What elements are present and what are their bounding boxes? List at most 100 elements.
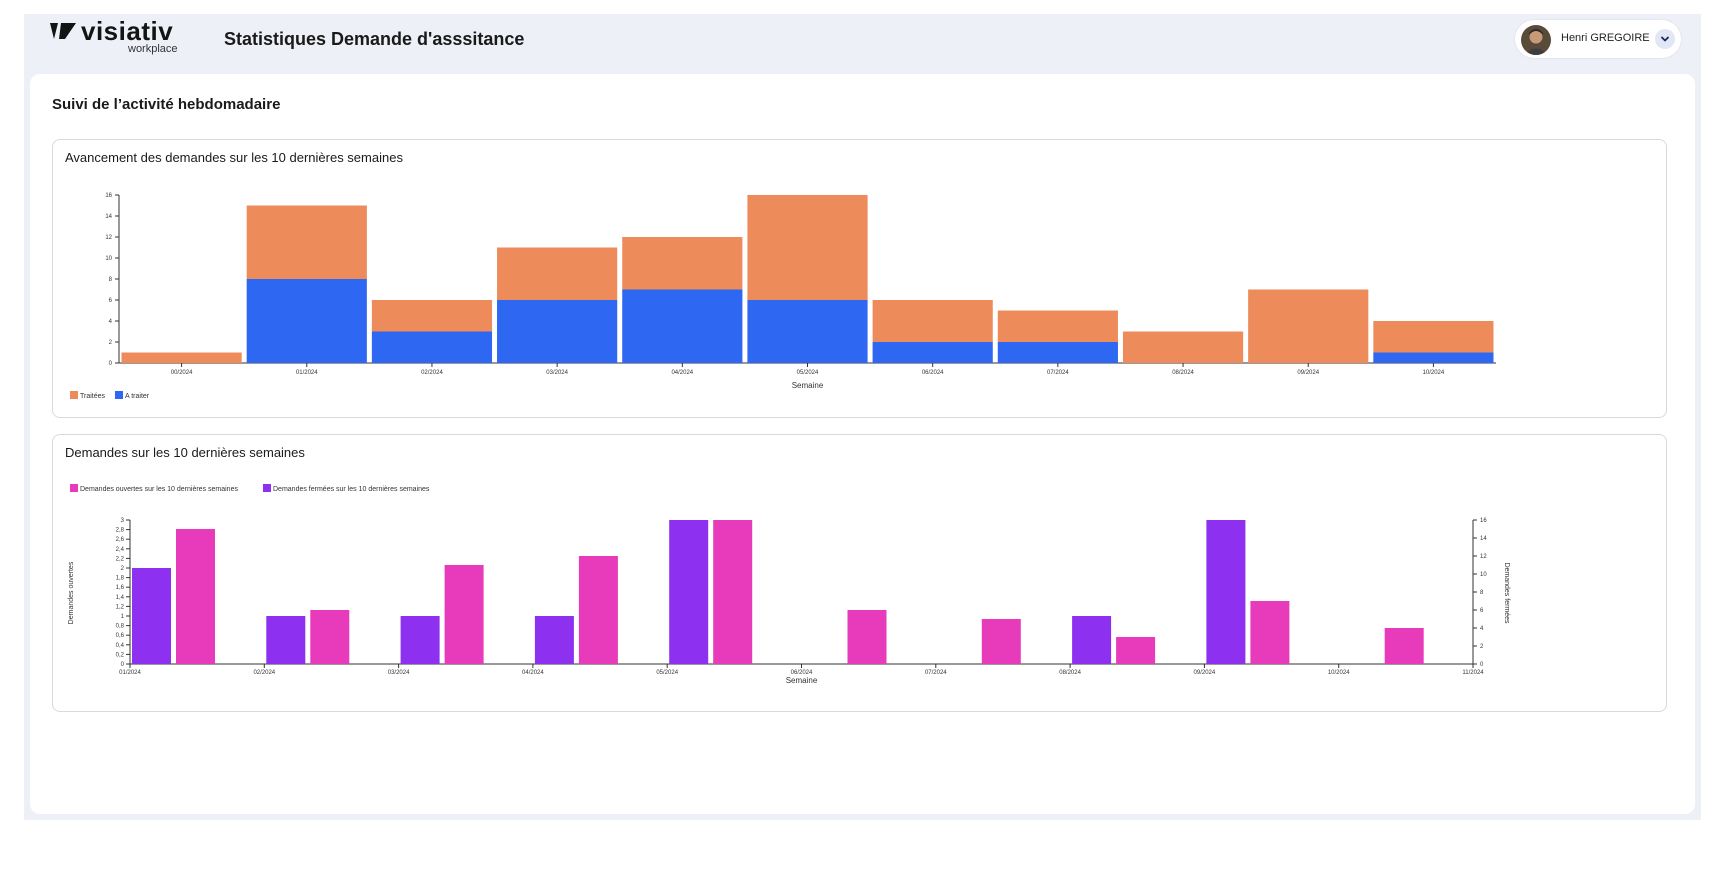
legend-label: Demandes fermées sur les 10 dernières se… [273,486,430,493]
bar-ouvertes [444,565,484,664]
x-tick-label: 05/2024 [656,670,678,676]
y-tick-label-left: 1,4 [116,595,125,601]
x-tick-label: 04/2024 [671,370,693,376]
logo[interactable]: visiativ workplace [48,16,188,66]
bar-fermees [669,520,709,664]
bar-a-traiter [872,342,993,363]
y-tick-label: 14 [105,214,112,220]
legend-swatch-a-traiter [115,391,123,399]
y-tick-label: 16 [105,193,112,199]
legend-label: Demandes ouvertes sur les 10 dernières s… [80,486,238,493]
y-tick-label: 2 [109,340,113,346]
chart-card-demandes: Demandes sur les 10 dernières semaines 0… [52,434,1667,712]
logo-text: visiativ [81,16,174,46]
y-axis-label-right: Demandes fermées [1503,562,1510,624]
user-avatar[interactable] [1521,25,1551,55]
bar-a-traiter [497,300,618,363]
legend-swatch-ouvertes [70,484,78,492]
main-content: Suivi de l’activité hebdomadaire Avancem… [30,74,1695,814]
bar-traitees [121,352,242,363]
bar-a-traiter [371,331,493,363]
y-tick-label-right: 0 [1480,662,1484,668]
x-tick-label: 07/2024 [925,670,947,676]
bar-traitees [1248,289,1369,363]
y-tick-label: 8 [109,277,113,283]
chart-demandes: 0 0,2 0,4 0,6 0,8 1 1,2 1,4 1,6 1,8 2 2,2 2,4 2,6 2,8 3… [68,484,1510,685]
y-tick-label-left: 2,6 [116,537,125,543]
bar-traitees [1122,331,1244,363]
logo-subtext: workplace [128,43,178,55]
x-tick-label: 11/2024 [1462,670,1484,676]
y-tick-label-right: 2 [1480,644,1484,650]
y-tick-label-right: 10 [1480,572,1487,578]
legend-label: Traitées [80,393,106,400]
y-axis-label-left: Demandes ouvertes [68,561,75,624]
bar-ouvertes [310,610,350,664]
x-tick-label: 08/2024 [1059,670,1081,676]
x-tick-label: 07/2024 [1047,370,1069,376]
y-tick-label-left: 1,8 [116,576,125,582]
y-tick-label-left: 2,8 [116,528,125,534]
user-name: Henri GREGOIRE [1561,32,1650,44]
y-tick-label: 10 [105,256,112,262]
y-tick-label-left: 0,4 [116,643,125,649]
x-tick-label: 03/2024 [388,670,410,676]
bar-ouvertes [176,529,215,664]
bar-fermees [132,568,171,664]
chart-avancement: 0 2 4 6 8 10 12 14 16 00/2024 01/2024 02/2024 03/202… [70,193,1496,400]
y-tick-label-left: 0,6 [116,633,125,639]
bar-traitees [246,205,367,279]
section-title: Suivi de l’activité hebdomadaire [52,96,281,113]
bar-ouvertes [1384,628,1424,664]
x-axis-label: Semaine [792,381,824,390]
user-menu[interactable]: Henri GREGOIRE [1515,20,1681,58]
y-tick-label-left: 3 [121,518,125,524]
y-tick-label-left: 0,2 [116,652,125,658]
top-header: visiativ workplace Statistiques Demande … [24,14,1701,72]
avatar-image [1521,25,1551,55]
y-tick-label-left: 0 [121,662,125,668]
y-tick-label-right: 12 [1480,554,1487,560]
x-tick-label: 09/2024 [1194,670,1216,676]
x-tick-label: 00/2024 [171,370,193,376]
bar-fermees [1072,616,1112,664]
bar-fermees [1206,520,1246,664]
chart-card-avancement: Avancement des demandes sur les 10 derni… [52,139,1667,418]
bar-ouvertes [1116,637,1156,664]
x-tick-label: 02/2024 [253,670,275,676]
y-tick-label-left: 2,4 [116,547,125,553]
y-tick-label-left: 2 [121,566,125,572]
y-tick-label: 0 [109,361,113,367]
x-tick-label: 06/2024 [922,370,944,376]
y-tick-label: 4 [109,319,113,325]
bar-fermees [400,616,440,664]
visiativ-logo-icon [50,23,76,39]
user-dropdown-button[interactable] [1655,29,1675,49]
bar-a-traiter [246,279,367,363]
bar-ouvertes [578,556,618,664]
bar-ouvertes [847,610,887,664]
y-tick-label: 6 [109,298,113,304]
page-title: Statistiques Demande d'asssitance [224,29,525,49]
y-tick-label: 12 [105,235,112,241]
x-tick-label: 08/2024 [1172,370,1194,376]
bar-traitees [997,310,1118,342]
chart-title: Avancement des demandes sur les 10 derni… [65,150,403,165]
legend-label: A traiter [125,393,150,400]
legend-swatch-traitees [70,391,78,399]
x-tick-label: 06/2024 [791,670,813,676]
chart-title: Demandes sur les 10 dernières semaines [65,445,305,460]
bar-fermees [534,616,574,664]
bar-a-traiter [747,300,868,363]
bar-traitees [1373,321,1494,353]
x-tick-label: 10/2024 [1423,370,1445,376]
y-tick-label-right: 4 [1480,626,1484,632]
y-tick-label-left: 1,2 [116,604,125,610]
y-tick-label-right: 6 [1480,608,1484,614]
bar-ouvertes [1250,601,1290,664]
y-tick-label-right: 8 [1480,590,1484,596]
bar-traitees [872,300,993,342]
y-tick-label-left: 2,2 [116,556,125,562]
x-tick-label: 10/2024 [1328,670,1350,676]
y-tick-label-left: 1 [121,614,125,620]
